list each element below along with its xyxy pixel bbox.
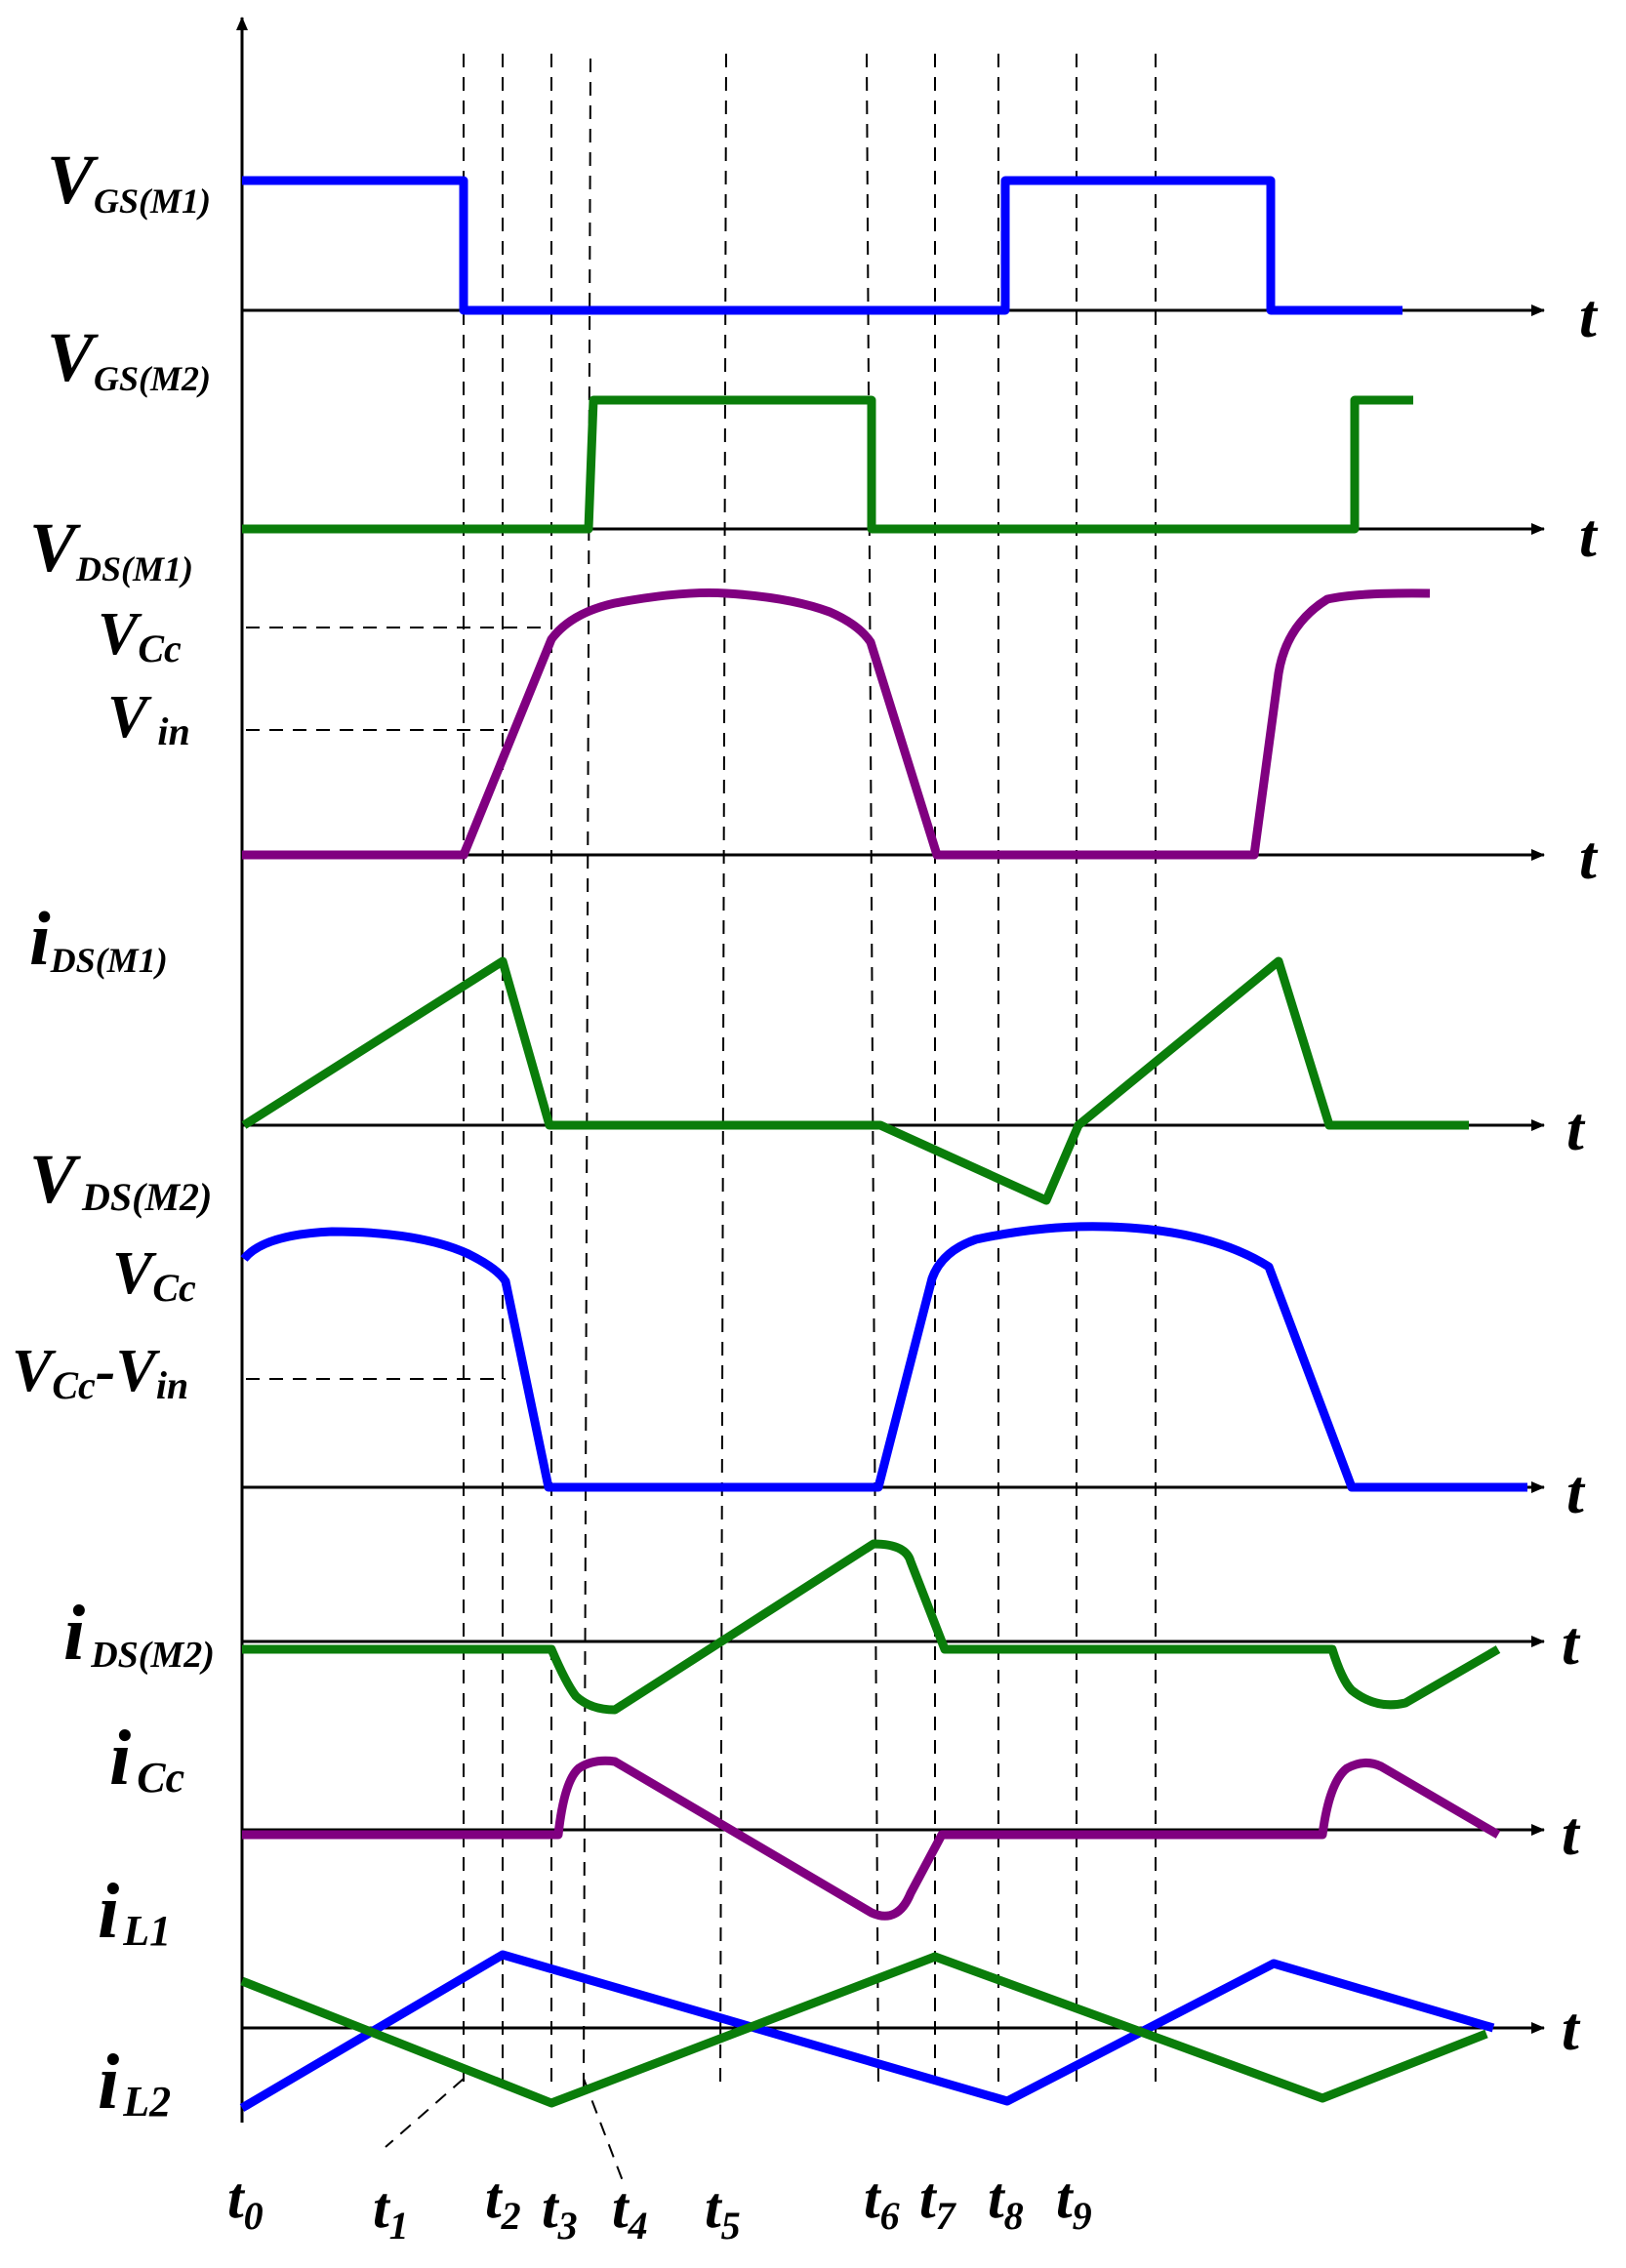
- time-mark-t0: t0: [227, 2166, 264, 2238]
- label-vcc-m2: VCc: [112, 1240, 196, 1310]
- axis-t-label: t: [1579, 823, 1599, 892]
- time-mark-labels: t0 t1 t2 t3 t4 t5 t6 t7 t8 t9: [227, 2166, 1092, 2248]
- waveform-vgs-m1: [242, 176, 1402, 315]
- label-vcc-m1: VCc: [98, 601, 182, 670]
- t4-leader: [583, 2078, 626, 2187]
- time-mark-t1: t1: [373, 2175, 409, 2248]
- time-mark-t3: t3: [542, 2175, 578, 2248]
- label-vcc-minus-vin: VCc-Vin: [12, 1338, 188, 1407]
- time-mark-t8: t8: [988, 2166, 1024, 2238]
- label-il1: iL1: [98, 1869, 171, 1955]
- level-reference-lines: [246, 627, 626, 2187]
- waveform-ids-m1: [241, 956, 1469, 1205]
- time-mark-t9: t9: [1056, 2166, 1092, 2238]
- axis-t-label: t: [1579, 281, 1599, 350]
- label-il2: iL2: [98, 2040, 171, 2126]
- waveform-il1: [239, 1950, 1495, 2112]
- waveform-il2: [240, 1952, 1488, 2108]
- label-vds-m1: VDS(M1): [29, 508, 193, 588]
- waveform-ids-m2: [242, 1539, 1501, 1715]
- label-icc: i Cc: [109, 1716, 184, 1802]
- time-mark-t4: t4: [612, 2175, 648, 2248]
- axis-t-label: t: [1566, 1457, 1586, 1526]
- waveforms: [239, 176, 1527, 2112]
- axis-t-label: t: [1579, 501, 1599, 570]
- time-mark-t6: t6: [864, 2166, 900, 2238]
- waveform-icc: [242, 1756, 1501, 1921]
- dashed-line-t5: [719, 53, 727, 2089]
- axis-t-label: t: [1562, 1994, 1581, 2063]
- time-dashed-lines: [463, 53, 1157, 2089]
- axis-t-label: t: [1566, 1094, 1586, 1163]
- waveform-vds-m1: [242, 587, 1431, 860]
- axis-t-label: t: [1562, 1799, 1581, 1868]
- time-mark-t5: t5: [705, 2175, 741, 2248]
- t1-leader: [385, 2078, 465, 2148]
- waveform-vds-m2: [240, 1222, 1527, 1492]
- label-vgs-m2: VGS(M2): [47, 318, 211, 398]
- time-mark-t7: t7: [919, 2166, 957, 2238]
- time-axis-labels: t t t t t t t t: [1562, 281, 1599, 2063]
- dashed-line-t6: [866, 53, 879, 2089]
- axis-t-label: t: [1562, 1608, 1581, 1678]
- time-mark-t2: t2: [485, 2166, 521, 2238]
- label-ids-m2: i DS(M2): [63, 1591, 215, 1677]
- dashed-line-t4: [583, 58, 591, 2089]
- label-ids-m1: iDS(M1): [29, 896, 168, 981]
- label-vds-m2: V DS(M2): [29, 1140, 212, 1219]
- waveform-vgs-m2: [242, 395, 1413, 534]
- label-vgs-m1: VGS(M1): [47, 141, 211, 221]
